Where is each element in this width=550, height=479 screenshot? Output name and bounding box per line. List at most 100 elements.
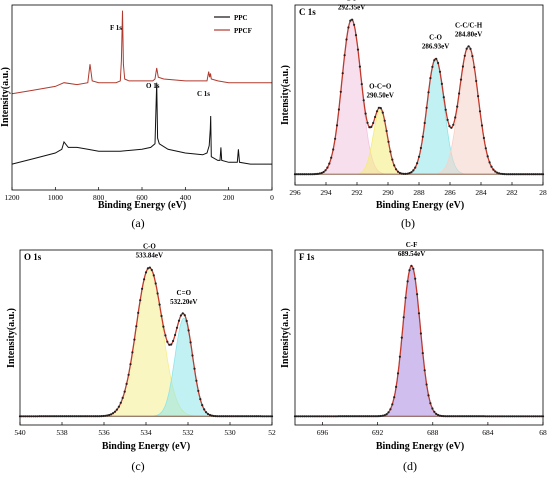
data-point <box>454 415 457 418</box>
data-point <box>385 413 388 416</box>
data-point <box>305 415 308 418</box>
data-point <box>32 415 35 418</box>
data-point <box>505 173 508 176</box>
data-point <box>486 155 489 158</box>
data-point <box>395 168 398 171</box>
data-point <box>42 415 45 418</box>
x-tick-label: 600 <box>136 193 148 202</box>
data-point <box>456 105 459 108</box>
data-point <box>22 415 25 418</box>
data-point <box>473 66 476 69</box>
data-point <box>488 415 491 418</box>
fit-component-1 <box>20 267 272 417</box>
data-point <box>450 415 453 418</box>
data-point <box>437 413 440 417</box>
data-point <box>311 173 314 176</box>
data-point <box>237 415 241 418</box>
x-tick-label: 28 <box>539 188 547 197</box>
data-point <box>316 415 319 418</box>
data-point <box>40 415 43 418</box>
data-point <box>80 415 84 418</box>
data-point <box>30 415 33 418</box>
data-point <box>318 172 321 175</box>
data-point <box>57 415 60 418</box>
data-point <box>425 106 428 109</box>
data-point <box>158 303 161 306</box>
data-point <box>387 411 390 414</box>
data-point <box>499 415 503 418</box>
data-point <box>218 415 221 418</box>
data-point <box>251 415 254 418</box>
data-point <box>208 413 212 417</box>
data-point <box>406 280 409 283</box>
data-point <box>538 173 541 176</box>
data-point <box>431 407 434 410</box>
data-point <box>515 415 518 418</box>
data-point <box>372 415 375 418</box>
x-tick-label: 1000 <box>48 193 63 202</box>
data-point <box>94 415 97 418</box>
data-point <box>230 415 233 418</box>
data-point <box>421 352 424 355</box>
caption-b: (b) <box>401 216 415 230</box>
data-point <box>195 379 198 382</box>
data-point <box>322 415 325 418</box>
data-point <box>135 325 138 328</box>
data-point <box>393 396 396 399</box>
data-point <box>402 316 405 319</box>
data-point <box>524 415 527 418</box>
data-point <box>206 412 210 416</box>
data-point <box>398 171 401 175</box>
data-point <box>374 415 377 418</box>
panel-c-ylabel: Intensity(a.u.) <box>6 308 17 368</box>
data-point <box>51 415 55 418</box>
panel-b-ylabel: Intensity(a.u.) <box>280 65 291 125</box>
data-point <box>318 415 321 418</box>
data-point <box>127 373 130 376</box>
data-point <box>517 173 520 176</box>
data-point <box>98 415 101 418</box>
peak-label: C-F <box>346 0 358 2</box>
raw-data-points <box>293 18 545 176</box>
data-point <box>162 325 165 328</box>
data-point <box>343 54 346 57</box>
data-point <box>77 415 80 418</box>
data-point <box>343 415 346 418</box>
data-point <box>408 269 411 272</box>
data-point <box>511 415 514 418</box>
data-point <box>152 274 155 277</box>
data-point <box>79 415 82 418</box>
data-point <box>425 383 428 386</box>
data-point <box>353 23 356 26</box>
data-point <box>520 173 524 176</box>
data-point <box>121 396 124 399</box>
data-point <box>210 414 213 417</box>
data-point <box>299 415 302 418</box>
data-point <box>467 415 470 418</box>
data-point <box>96 415 99 418</box>
data-point <box>501 172 504 176</box>
data-point <box>366 415 369 418</box>
data-point <box>522 415 526 418</box>
data-point <box>480 415 484 418</box>
data-point <box>400 336 403 339</box>
data-point <box>360 83 363 86</box>
data-point <box>297 415 300 418</box>
data-point <box>320 415 323 418</box>
data-point <box>410 171 413 174</box>
data-point <box>259 415 262 418</box>
data-point <box>88 415 91 418</box>
legend-label-ppcf: PPCF <box>234 27 252 35</box>
data-point <box>349 415 352 418</box>
data-point <box>393 164 396 167</box>
data-point <box>24 415 27 418</box>
data-point <box>404 296 407 299</box>
data-point <box>398 355 401 358</box>
data-point <box>125 382 128 385</box>
data-point <box>488 161 491 164</box>
x-tick-label: 52 <box>268 428 276 437</box>
data-point <box>478 415 482 418</box>
data-point <box>332 148 335 151</box>
x-tick-label: 288 <box>413 188 425 197</box>
